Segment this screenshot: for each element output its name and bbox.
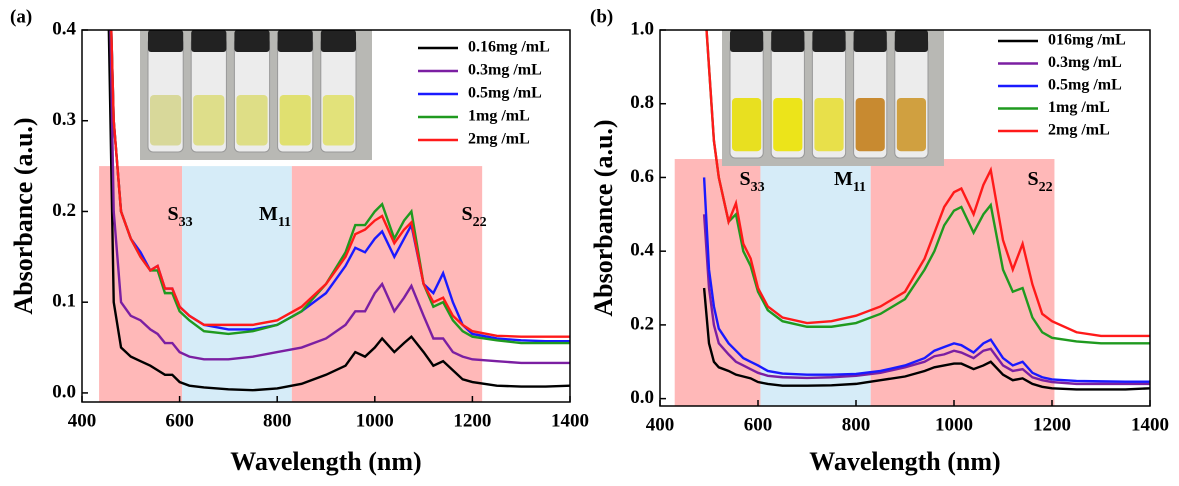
x-tick-label: 400 <box>68 410 97 431</box>
y-tick-label: 0.3 <box>52 109 76 130</box>
legend-label: 1mg /mL <box>1048 99 1110 116</box>
x-tick-label: 600 <box>744 414 773 435</box>
x-tick-label: 1000 <box>356 410 394 431</box>
x-tick-label: 1400 <box>1131 414 1169 435</box>
vial-cap <box>730 30 764 52</box>
panel-label: (b) <box>590 6 613 27</box>
vial-liquid <box>193 95 225 146</box>
legend-label: 0.3mg /mL <box>1048 54 1122 71</box>
series-line <box>705 30 1150 338</box>
y-axis-label: Absorbance (a.u.) <box>589 119 618 316</box>
y-tick-label: 0.4 <box>630 240 654 261</box>
region <box>182 166 292 402</box>
series-line <box>705 30 1150 345</box>
region-label-sub: 22 <box>1039 180 1053 195</box>
y-tick-label: 1.0 <box>630 18 654 39</box>
region-label: M11 <box>259 203 291 230</box>
legend-label: 1mg /mL <box>468 108 530 125</box>
vial-liquid <box>773 98 803 152</box>
x-tick-label: 600 <box>165 410 194 431</box>
x-tick-label: 800 <box>263 410 292 431</box>
legend-label: 0.3mg /mL <box>468 62 542 79</box>
vial-cap <box>320 30 356 52</box>
vial-liquid <box>150 95 182 146</box>
y-tick-label: 0.0 <box>630 387 654 408</box>
series-line <box>109 30 570 365</box>
region-label-main: M <box>259 203 278 225</box>
legend-label: 0.5mg /mL <box>468 85 542 102</box>
y-tick-label: 0.6 <box>630 166 654 187</box>
x-tick-label: 800 <box>842 414 871 435</box>
series-line <box>107 30 570 392</box>
legend-label: 2mg /mL <box>468 131 530 148</box>
series-line <box>702 287 1150 391</box>
x-axis-label: Wavelength (nm) <box>809 447 1000 476</box>
y-tick-label: 0.8 <box>630 92 654 113</box>
x-tick-label: 1000 <box>935 414 973 435</box>
region-label-sub: 22 <box>473 215 487 230</box>
legend-label: 2mg /mL <box>1048 122 1110 139</box>
y-tick-label: 0.2 <box>52 200 76 221</box>
region-label: S33 <box>167 203 192 230</box>
vial-liquid <box>814 98 844 152</box>
x-tick-label: 1200 <box>453 410 491 431</box>
vial-cap <box>771 30 805 52</box>
y-tick-label: 0.4 <box>52 18 76 39</box>
vial-liquid <box>236 95 268 146</box>
x-tick-label: 400 <box>646 414 675 435</box>
series-line <box>110 30 570 338</box>
region-label-sub: 11 <box>853 180 866 195</box>
region-label-main: S <box>1027 168 1038 190</box>
x-tick-label: 1400 <box>551 410 589 431</box>
plot-frame <box>81 29 571 403</box>
region-label-main: S <box>167 203 178 225</box>
panel-label: (a) <box>10 6 32 27</box>
region-label-sub: 33 <box>179 215 193 230</box>
vial-cap <box>148 30 184 52</box>
vial-liquid <box>279 95 311 146</box>
legend-label: 016mg /mL <box>1048 32 1126 49</box>
vial-cap <box>234 30 270 52</box>
vial-liquid <box>322 95 354 146</box>
x-tick-label: 1200 <box>1033 414 1071 435</box>
legend-label: 0.5mg /mL <box>1048 77 1122 94</box>
series-line <box>110 30 570 345</box>
x-axis-label: Wavelength (nm) <box>230 447 421 476</box>
y-axis-label: Absorbance (a.u.) <box>9 117 38 314</box>
region-label: M11 <box>834 168 866 195</box>
region-label-main: S <box>461 203 472 225</box>
region <box>291 166 483 402</box>
series-line <box>702 177 1150 383</box>
y-tick-label: 0.2 <box>630 313 654 334</box>
region-label: S22 <box>1027 168 1052 195</box>
region <box>760 159 871 406</box>
region-label-main: M <box>834 168 853 190</box>
y-tick-label: 0.1 <box>52 291 76 312</box>
plot-frame <box>659 29 1151 407</box>
vial-liquid <box>732 98 762 152</box>
region-label-main: S <box>739 168 750 190</box>
series-line <box>702 214 1150 386</box>
region-label-sub: 33 <box>751 180 765 195</box>
vial-cap <box>894 30 928 52</box>
region-label: S22 <box>461 203 486 230</box>
y-tick-label: 0.0 <box>52 381 76 402</box>
vial-cap <box>853 30 887 52</box>
region <box>674 159 761 406</box>
vial-cap <box>812 30 846 52</box>
region-label: S33 <box>739 168 764 195</box>
vial-liquid <box>855 98 885 152</box>
vial-liquid <box>896 98 926 152</box>
legend-label: 0.16mg /mL <box>468 39 550 56</box>
region-label-sub: 11 <box>278 215 291 230</box>
vial-cap <box>191 30 227 52</box>
vial-cap <box>277 30 313 52</box>
